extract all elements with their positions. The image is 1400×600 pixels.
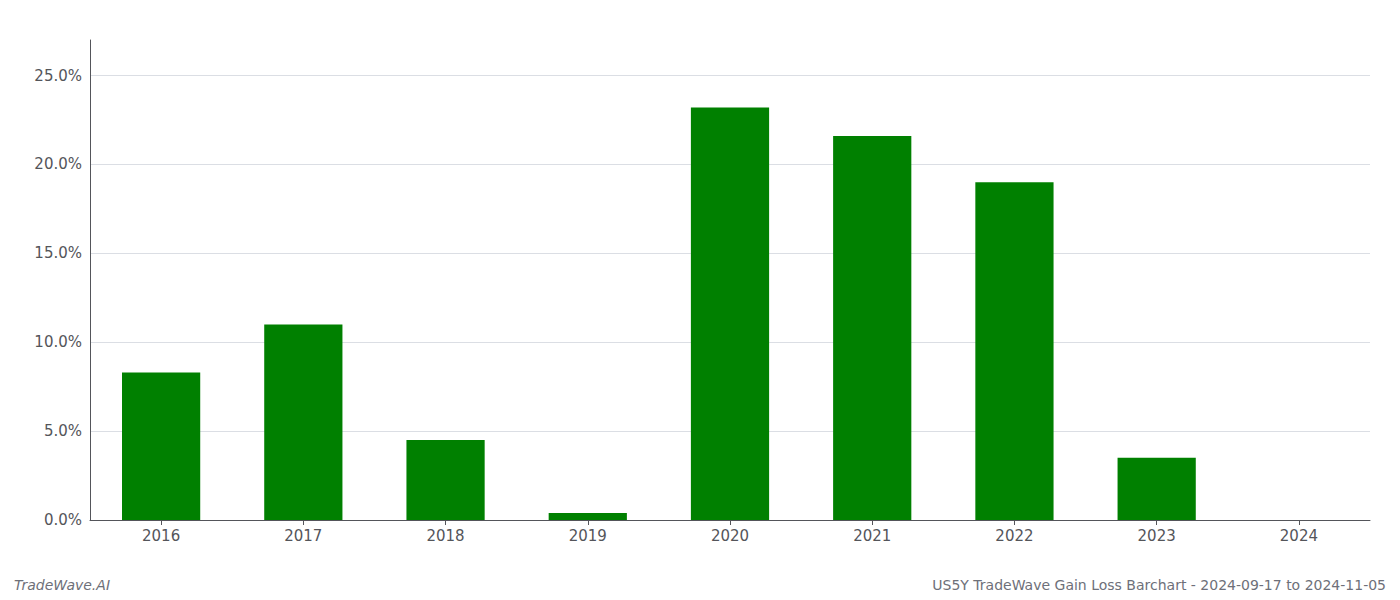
- svg-text:2024: 2024: [1280, 527, 1318, 545]
- svg-text:2016: 2016: [142, 527, 180, 545]
- svg-text:10.0%: 10.0%: [34, 333, 82, 351]
- svg-text:15.0%: 15.0%: [34, 244, 82, 262]
- svg-text:2020: 2020: [711, 527, 749, 545]
- svg-text:20.0%: 20.0%: [34, 155, 82, 173]
- svg-text:25.0%: 25.0%: [34, 67, 82, 85]
- svg-text:2018: 2018: [426, 527, 464, 545]
- svg-text:2022: 2022: [995, 527, 1033, 545]
- svg-text:2017: 2017: [284, 527, 322, 545]
- svg-text:5.0%: 5.0%: [44, 422, 82, 440]
- svg-text:US5Y TradeWave Gain Loss Barch: US5Y TradeWave Gain Loss Barchart - 2024…: [932, 577, 1386, 593]
- svg-text:0.0%: 0.0%: [44, 511, 82, 529]
- svg-text:2019: 2019: [569, 527, 607, 545]
- svg-text:2023: 2023: [1138, 527, 1176, 545]
- svg-text:2021: 2021: [853, 527, 891, 545]
- svg-text:TradeWave.AI: TradeWave.AI: [14, 577, 110, 593]
